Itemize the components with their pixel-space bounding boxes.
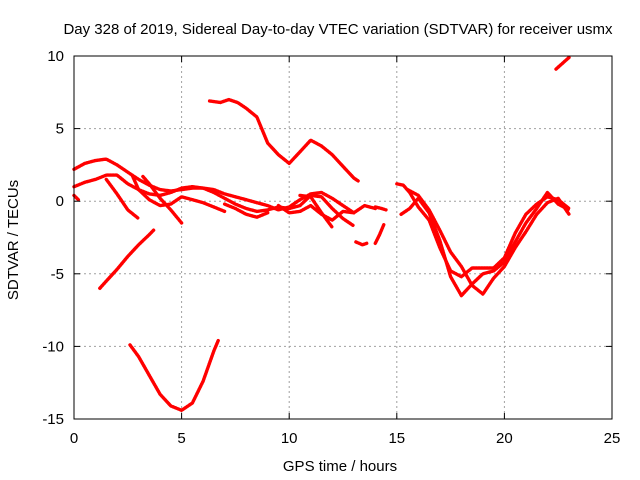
x-axis: 0 5 10 15 20 25: [70, 56, 621, 447]
x-tick-label: 0: [70, 430, 78, 447]
data-series-s14: [373, 205, 388, 212]
data-series-s5: [130, 173, 227, 214]
x-tick-label: 10: [281, 430, 298, 447]
data-series-s10: [98, 228, 156, 290]
y-tick-label: 5: [56, 121, 64, 138]
data-series-s17: [399, 190, 571, 298]
data-series-s7: [222, 202, 270, 219]
x-tick-label: 15: [388, 430, 405, 447]
data-series-s13: [354, 240, 369, 247]
y-tick-label: -5: [51, 266, 64, 283]
x-tick-label: 5: [177, 430, 185, 447]
data-series-s15: [373, 222, 386, 246]
data-series-s3: [72, 173, 356, 228]
data-series-s8: [276, 203, 356, 222]
data-series-s4: [104, 177, 141, 221]
data-series-s11: [207, 97, 360, 183]
grid-lines: [74, 56, 612, 419]
y-tick-label: -15: [42, 411, 64, 428]
y-axis-label: SDTVAR / TECUs: [5, 180, 22, 300]
y-tick-label: -10: [42, 338, 64, 355]
data-series-s9: [298, 193, 334, 230]
y-tick-label: 10: [47, 48, 64, 65]
data-series-s18: [405, 187, 571, 296]
data-series-s19: [554, 55, 571, 71]
x-tick-label: 20: [496, 430, 513, 447]
data-series-s1: [72, 193, 81, 202]
x-axis-label: GPS time / hours: [283, 458, 397, 475]
x-tick-label: 25: [604, 430, 621, 447]
y-tick-label: 0: [56, 193, 64, 210]
data-series-s2: [72, 157, 377, 215]
plot-frame: [73, 55, 613, 420]
y-axis: -15 -10 -5 0 5 10: [42, 48, 612, 428]
data-series-s12: [128, 338, 220, 412]
data-series-s6: [141, 174, 184, 225]
data-series-group: [72, 55, 571, 412]
chart-title: Day 328 of 2019, Sidereal Day-to-day VTE…: [63, 21, 613, 38]
